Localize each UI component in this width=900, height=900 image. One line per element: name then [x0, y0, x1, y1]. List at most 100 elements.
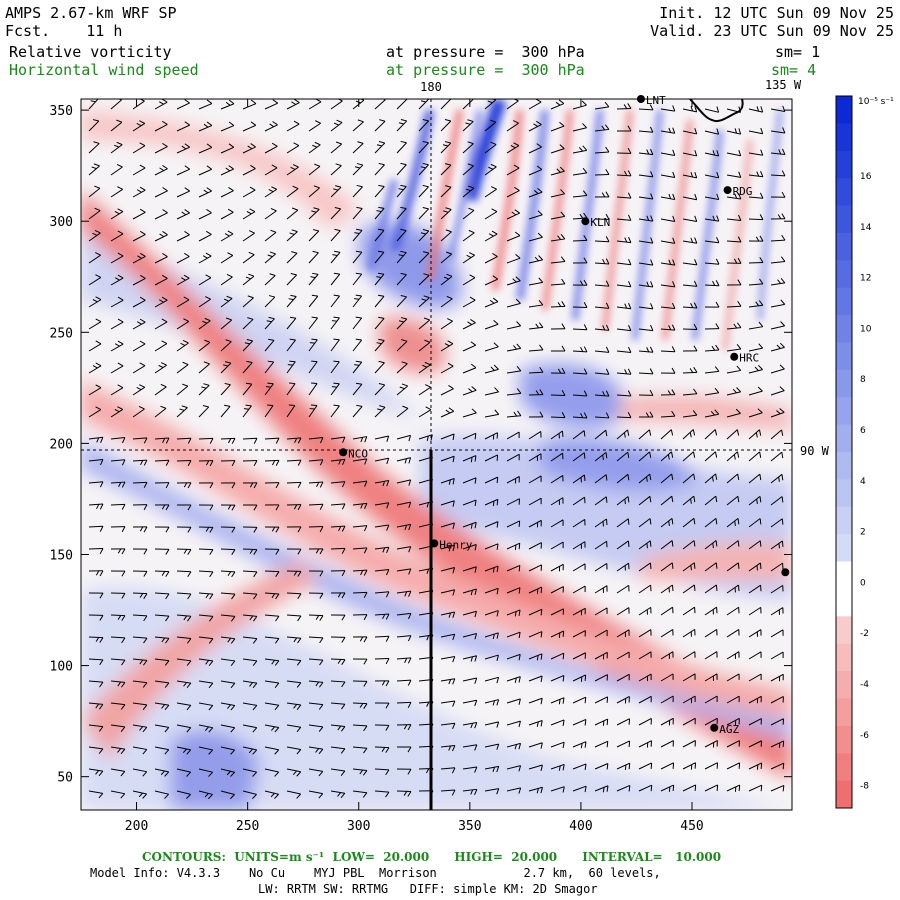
wind-barb-shaft: [462, 544, 477, 550]
wind-barb-shaft: [660, 218, 675, 222]
wind-barb-shaft: [242, 232, 255, 242]
wind-barb-shaft: [374, 457, 389, 462]
wind-barb-shaft: [770, 108, 785, 113]
wind-barb-shaft: [704, 740, 718, 748]
wind-barb-shaft: [374, 591, 389, 594]
wind-barb-flag: [442, 144, 449, 147]
wind-barb-flag: [404, 658, 408, 663]
wind-barb-shaft: [484, 476, 498, 484]
wind-barb-flag: [385, 702, 390, 709]
wind-barb-flag: [468, 252, 475, 256]
wind-barb-shaft: [88, 120, 100, 132]
wind-barb-flag: [297, 615, 302, 622]
wind-barb-flag: [605, 146, 610, 153]
wind-barb-flag: [445, 251, 452, 255]
wind-barb-shaft: [308, 768, 323, 772]
wind-barb-flag: [209, 460, 214, 467]
wind-barb-flag: [94, 185, 101, 189]
wind-barb-flag: [94, 229, 101, 234]
wind-barb-flag: [94, 207, 101, 212]
wind-barb-flag: [363, 681, 368, 687]
wind-barb-shaft: [264, 167, 278, 176]
wind-barb-flag: [779, 364, 785, 370]
wind-barb-flag: [737, 473, 740, 481]
wind-barb-flag: [422, 118, 429, 122]
wind-barb-flag: [628, 324, 632, 331]
wind-barb-flag: [759, 192, 764, 199]
wind-barb-flag: [227, 571, 232, 577]
wind-barb-shaft: [770, 562, 783, 572]
wind-barb-flag: [341, 592, 346, 599]
wind-barb-flag: [253, 571, 258, 578]
wind-barb-flag: [208, 771, 213, 777]
wind-barb-shaft: [154, 459, 170, 462]
wind-barb-flag: [143, 548, 148, 555]
wind-barb-flag: [136, 122, 142, 127]
wind-barb-shaft: [396, 296, 407, 308]
wind-barb-flag: [398, 254, 404, 257]
wind-barb-shaft: [638, 584, 651, 594]
wind-barb-shaft: [660, 415, 676, 418]
wind-barb-flag: [518, 698, 521, 705]
wind-barb-shaft: [176, 168, 190, 176]
wind-barb-shaft: [176, 146, 190, 154]
wind-barb-flag: [224, 233, 230, 237]
wind-barb-shaft: [220, 298, 233, 308]
wind-barb-flag: [297, 548, 302, 555]
wind-barb-flag: [249, 549, 254, 554]
wind-barb-shaft: [770, 607, 784, 616]
wind-barb-shaft: [528, 675, 543, 682]
wind-barb-flag: [712, 280, 716, 286]
wind-barb-shaft: [484, 699, 499, 704]
wind-barb-flag: [735, 408, 741, 414]
wind-barb-shaft: [198, 636, 213, 640]
wind-barb-flag: [187, 571, 192, 578]
wind-barb-flag: [205, 274, 212, 279]
wind-barb-flag: [561, 345, 566, 352]
wind-barb-flag: [672, 149, 676, 156]
wind-barb-shaft: [154, 321, 168, 330]
wind-barb-shaft: [616, 174, 632, 177]
wind-barb-flag: [225, 167, 231, 172]
wind-barb-shaft: [88, 277, 102, 286]
wind-barb-flag: [470, 523, 473, 529]
wind-barb-flag: [716, 784, 719, 791]
wind-barb-flag: [161, 99, 168, 103]
wind-barb-shaft: [132, 724, 147, 728]
wind-barb-shaft: [220, 636, 235, 640]
wind-barb-flag: [363, 569, 368, 576]
wind-barb-shaft: [88, 680, 103, 683]
wind-barb-shaft: [660, 606, 673, 616]
wind-barb-flag: [689, 368, 694, 373]
wind-barb-flag: [513, 99, 519, 102]
wind-barb-shaft: [726, 695, 740, 704]
wind-barb-flag: [492, 252, 498, 258]
wind-barb-shaft: [264, 188, 278, 198]
wind-barb-flag: [445, 163, 452, 166]
wind-barb-shaft: [748, 218, 764, 221]
wind-barb-flag: [250, 99, 257, 105]
wind-barb-flag: [714, 387, 720, 394]
wind-barb-shaft: [198, 768, 213, 773]
wind-barb-shaft: [594, 372, 609, 375]
wind-barb-shaft: [484, 346, 499, 352]
wind-barb-flag: [496, 699, 500, 706]
wind-barb-flag: [671, 324, 676, 331]
field1-level: at pressure = 300 hPa: [386, 43, 585, 61]
wind-barb-flag: [363, 614, 368, 621]
wind-barb-shaft: [110, 233, 124, 242]
wind-barb-flag: [165, 593, 170, 600]
wind-barb-flag: [205, 296, 211, 300]
wind-barb-flag: [143, 593, 148, 599]
wind-barb-shaft: [484, 368, 499, 374]
wind-barb-shaft: [440, 120, 452, 132]
wind-barb-shaft: [682, 540, 695, 550]
wind-barb-shaft: [154, 343, 168, 352]
wind-barb-shaft: [506, 145, 520, 154]
wind-barb-shaft: [220, 146, 235, 154]
wind-barb-flag: [311, 294, 318, 297]
wind-barb-flag: [95, 770, 100, 775]
wind-barb-flag: [162, 231, 168, 236]
wind-barb-shaft: [484, 144, 497, 154]
